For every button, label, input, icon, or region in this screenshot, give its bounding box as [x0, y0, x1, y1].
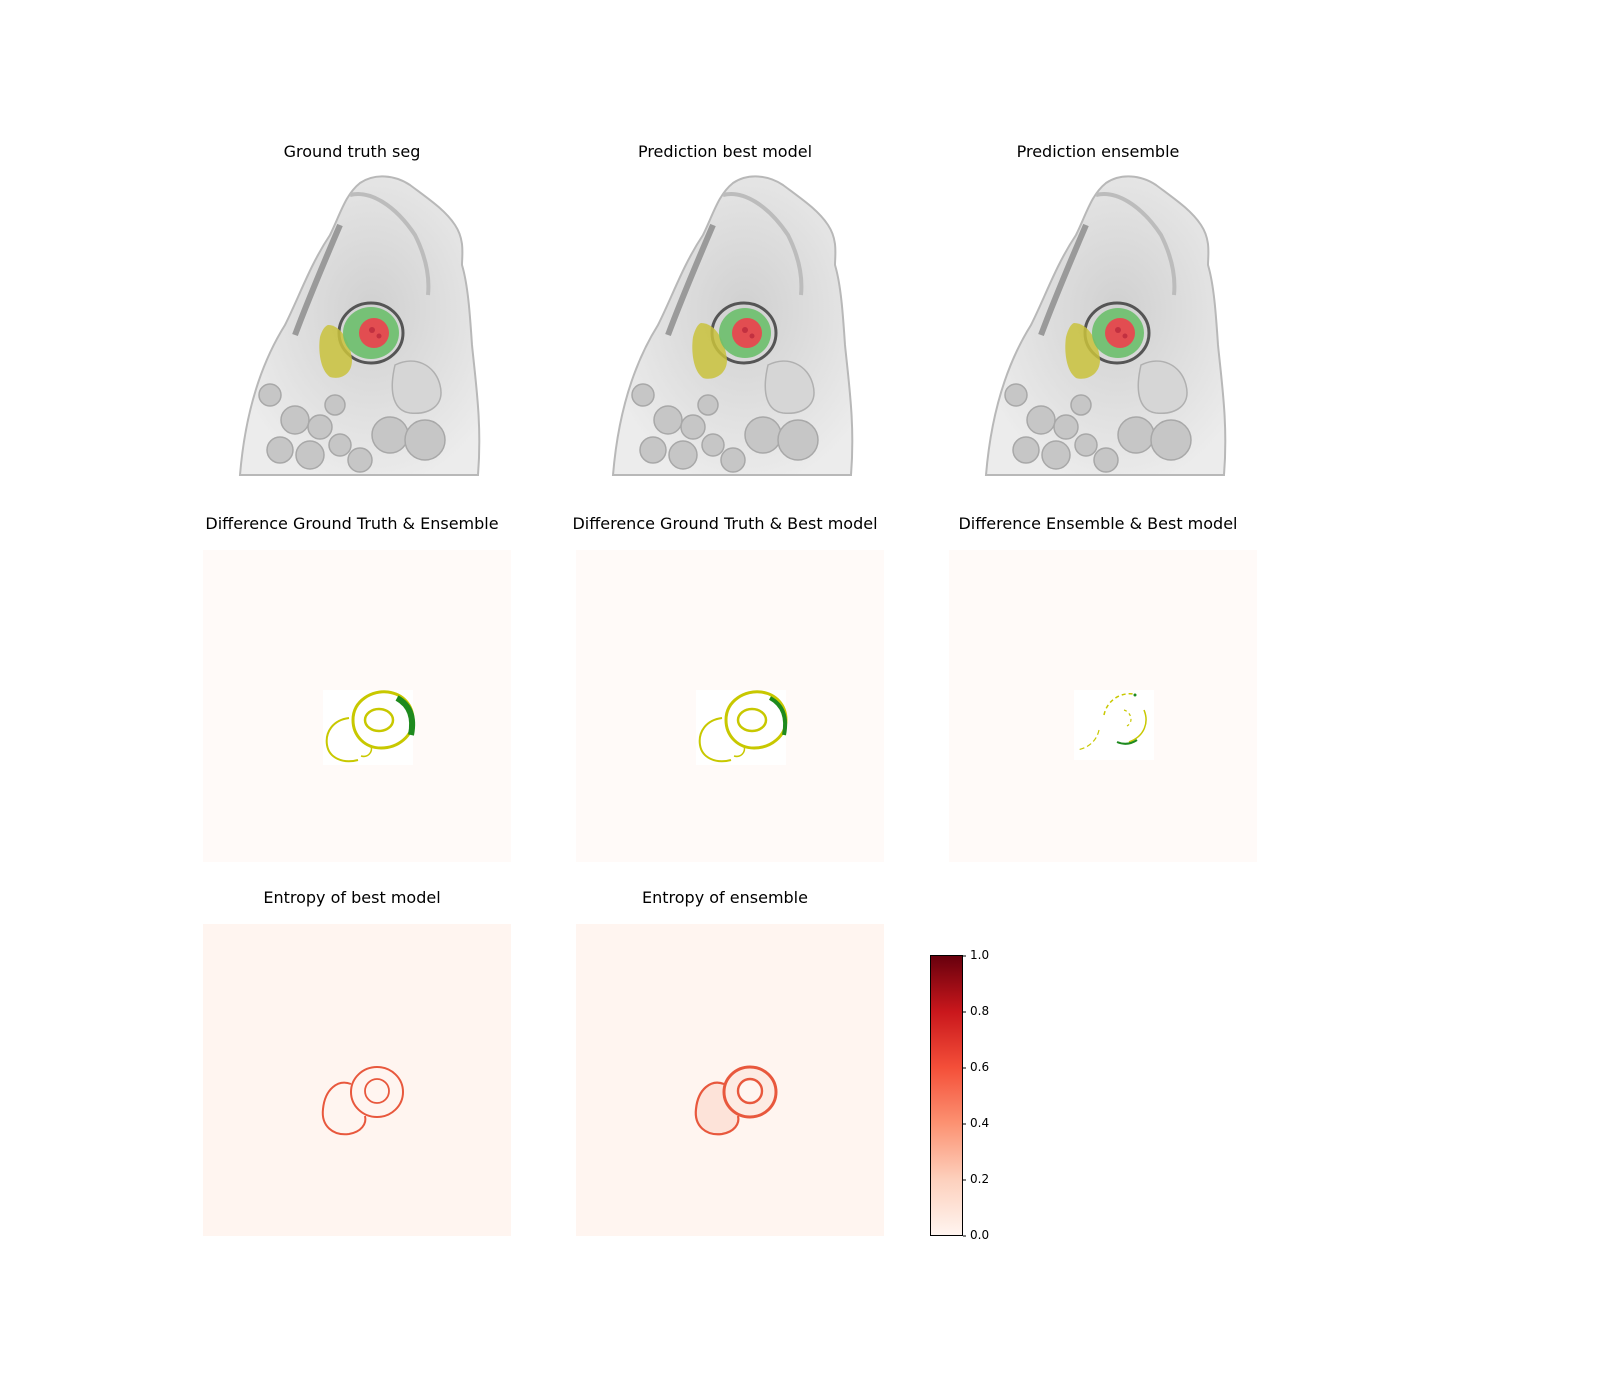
colorbar — [930, 955, 966, 1237]
colorbar-tick-0.8: 0.8 — [970, 1004, 990, 1018]
panel-diff-gt-best — [576, 550, 884, 862]
panel-prediction-best — [573, 165, 883, 477]
title-ground-truth: Ground truth seg — [283, 142, 421, 161]
title-diff-gt-best: Difference Ground Truth & Best model — [572, 514, 878, 533]
title-diff-ensemble-best: Difference Ensemble & Best model — [958, 514, 1238, 533]
panel-prediction-ensemble — [946, 165, 1256, 477]
panel-diff-gt-ensemble — [203, 550, 511, 862]
title-prediction-best: Prediction best model — [637, 142, 813, 161]
title-entropy-ensemble: Entropy of ensemble — [642, 888, 808, 907]
panel-ground-truth-seg — [200, 165, 510, 477]
colorbar-tick-1.0: 1.0 — [970, 948, 990, 962]
colorbar-tick-0.6: 0.6 — [970, 1060, 990, 1074]
title-prediction-ensemble: Prediction ensemble — [1016, 142, 1180, 161]
title-diff-gt-ensemble: Difference Ground Truth & Ensemble — [205, 514, 499, 533]
colorbar-tick-0.4: 0.4 — [970, 1116, 990, 1130]
title-entropy-best: Entropy of best model — [263, 888, 441, 907]
colorbar-tick-0.0: 0.0 — [970, 1228, 990, 1242]
panel-diff-ensemble-best — [949, 550, 1257, 862]
panel-entropy-best — [203, 924, 511, 1236]
colorbar-tick-0.2: 0.2 — [970, 1172, 990, 1186]
panel-entropy-ensemble — [576, 924, 884, 1236]
